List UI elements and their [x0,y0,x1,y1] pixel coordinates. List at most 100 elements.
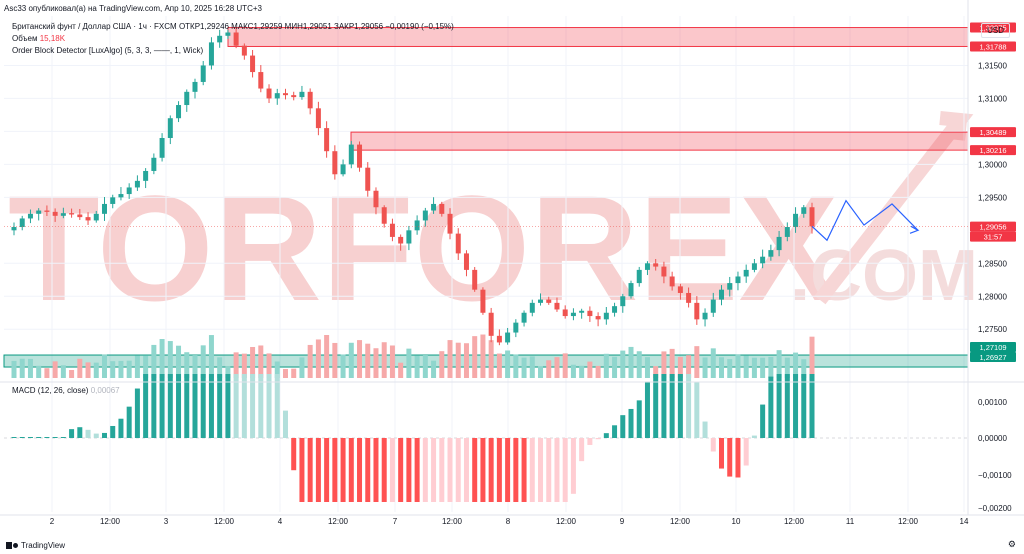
candle-down [332,151,338,175]
candle-up [727,283,733,290]
candle-down [324,128,330,152]
grid [4,16,968,512]
time-tick: 8 [506,517,511,526]
bullish-order-block [3,354,969,368]
volume-bar [628,346,634,378]
candle-down [809,207,815,227]
macd-bar [77,427,83,438]
macd-bar [60,437,66,438]
candle-down [677,286,683,293]
candle-down [381,207,387,224]
macd-bar [414,438,420,502]
volume-bar [200,345,206,378]
candle-up [167,118,173,138]
macd-bar [496,438,502,502]
macd-bar [661,374,667,438]
macd-bar [529,438,535,502]
macd-bar [315,438,321,502]
macd-bar [735,438,741,478]
macd-bar [258,374,264,438]
candle-up [110,197,116,204]
volume-bar [299,357,305,378]
instrument-name[interactable]: Британский фунт / Доллар США · 1ч · FXCM [12,22,177,31]
candle-up [603,312,609,320]
macd-bar [612,425,618,438]
macd-bar [200,374,206,438]
candle-up [768,250,774,257]
legend-macd[interactable]: MACD (12, 26, close) 0,00067 [12,386,120,395]
volume-bar [324,334,330,378]
candle-up [760,256,766,264]
legend-volume[interactable]: Объем 15,18K [12,34,65,43]
volume-bar [274,361,280,378]
candle-down [389,223,395,237]
macd-bar [69,429,75,438]
volume-bar [760,357,766,378]
volume-bar [587,361,593,378]
price-tag [970,127,1016,138]
candle-up [538,299,544,303]
volume-bar [735,354,741,378]
macd-bar [513,438,519,502]
currency-button[interactable]: USD [981,23,1010,38]
volume-bar [661,351,667,378]
volume-bar [332,342,338,378]
macd-bar [538,438,544,502]
candle-up [743,269,749,277]
macd-bar [233,374,239,438]
candle-down [562,309,568,317]
price-tag [970,352,1016,362]
macd-bar [19,437,25,438]
candle-up [414,220,420,231]
volume-bar [315,339,321,378]
volume-bar [225,366,231,378]
macd-bar [307,438,313,502]
price-tick: 1,31500 [978,61,1007,70]
volume-bar [110,361,116,378]
candle-up [735,276,741,284]
volume-bar [768,356,774,378]
macd-bar [653,374,659,438]
macd-bar [636,400,642,438]
volume-bar [793,352,799,378]
candle-up [636,269,642,284]
candle-up [431,203,437,211]
macd-bar [340,438,346,502]
candle-up [225,32,231,36]
macd-bar [299,438,305,502]
macd-bar [225,374,231,438]
volume-bar [27,358,33,378]
candle-up [801,207,807,214]
footer-brand[interactable]: TradingView [6,541,65,550]
candle-down [233,32,239,46]
volume-bar [208,335,214,378]
candle-up [751,263,757,270]
macd-bar [447,438,453,502]
macd-bar [357,438,363,502]
macd-bar [644,381,650,438]
volume-bar [93,362,99,378]
candle-up [126,187,132,195]
candle-down [77,214,83,218]
legend-instrument[interactable]: Британский фунт / Доллар США · 1ч · FXCM… [12,22,454,31]
time-tick: 12:00 [442,517,463,526]
macd-bar [431,438,437,502]
volume-bar [184,352,190,378]
ohlc-values: ОТКР1,29246 МАКС1,29259 МИН1,29051 ЗАКР1… [178,22,454,31]
volume-bar [694,346,700,378]
macd-bar [546,438,552,502]
candle-down [653,263,659,267]
gear-icon[interactable]: ⚙ [1007,539,1016,549]
candle-down [398,236,404,244]
volume-bar [570,364,576,378]
volume-bar [801,359,807,378]
legend-indicator[interactable]: Order Block Detector [LuxAlgo] (5, 3, 3,… [12,46,204,55]
volume-bar [422,355,428,378]
candle-up [184,91,190,106]
candle-down [455,233,461,254]
macd-bar [793,374,799,438]
volume-bar [398,362,404,378]
volume-bar [620,350,626,378]
macd-bar [422,438,428,502]
